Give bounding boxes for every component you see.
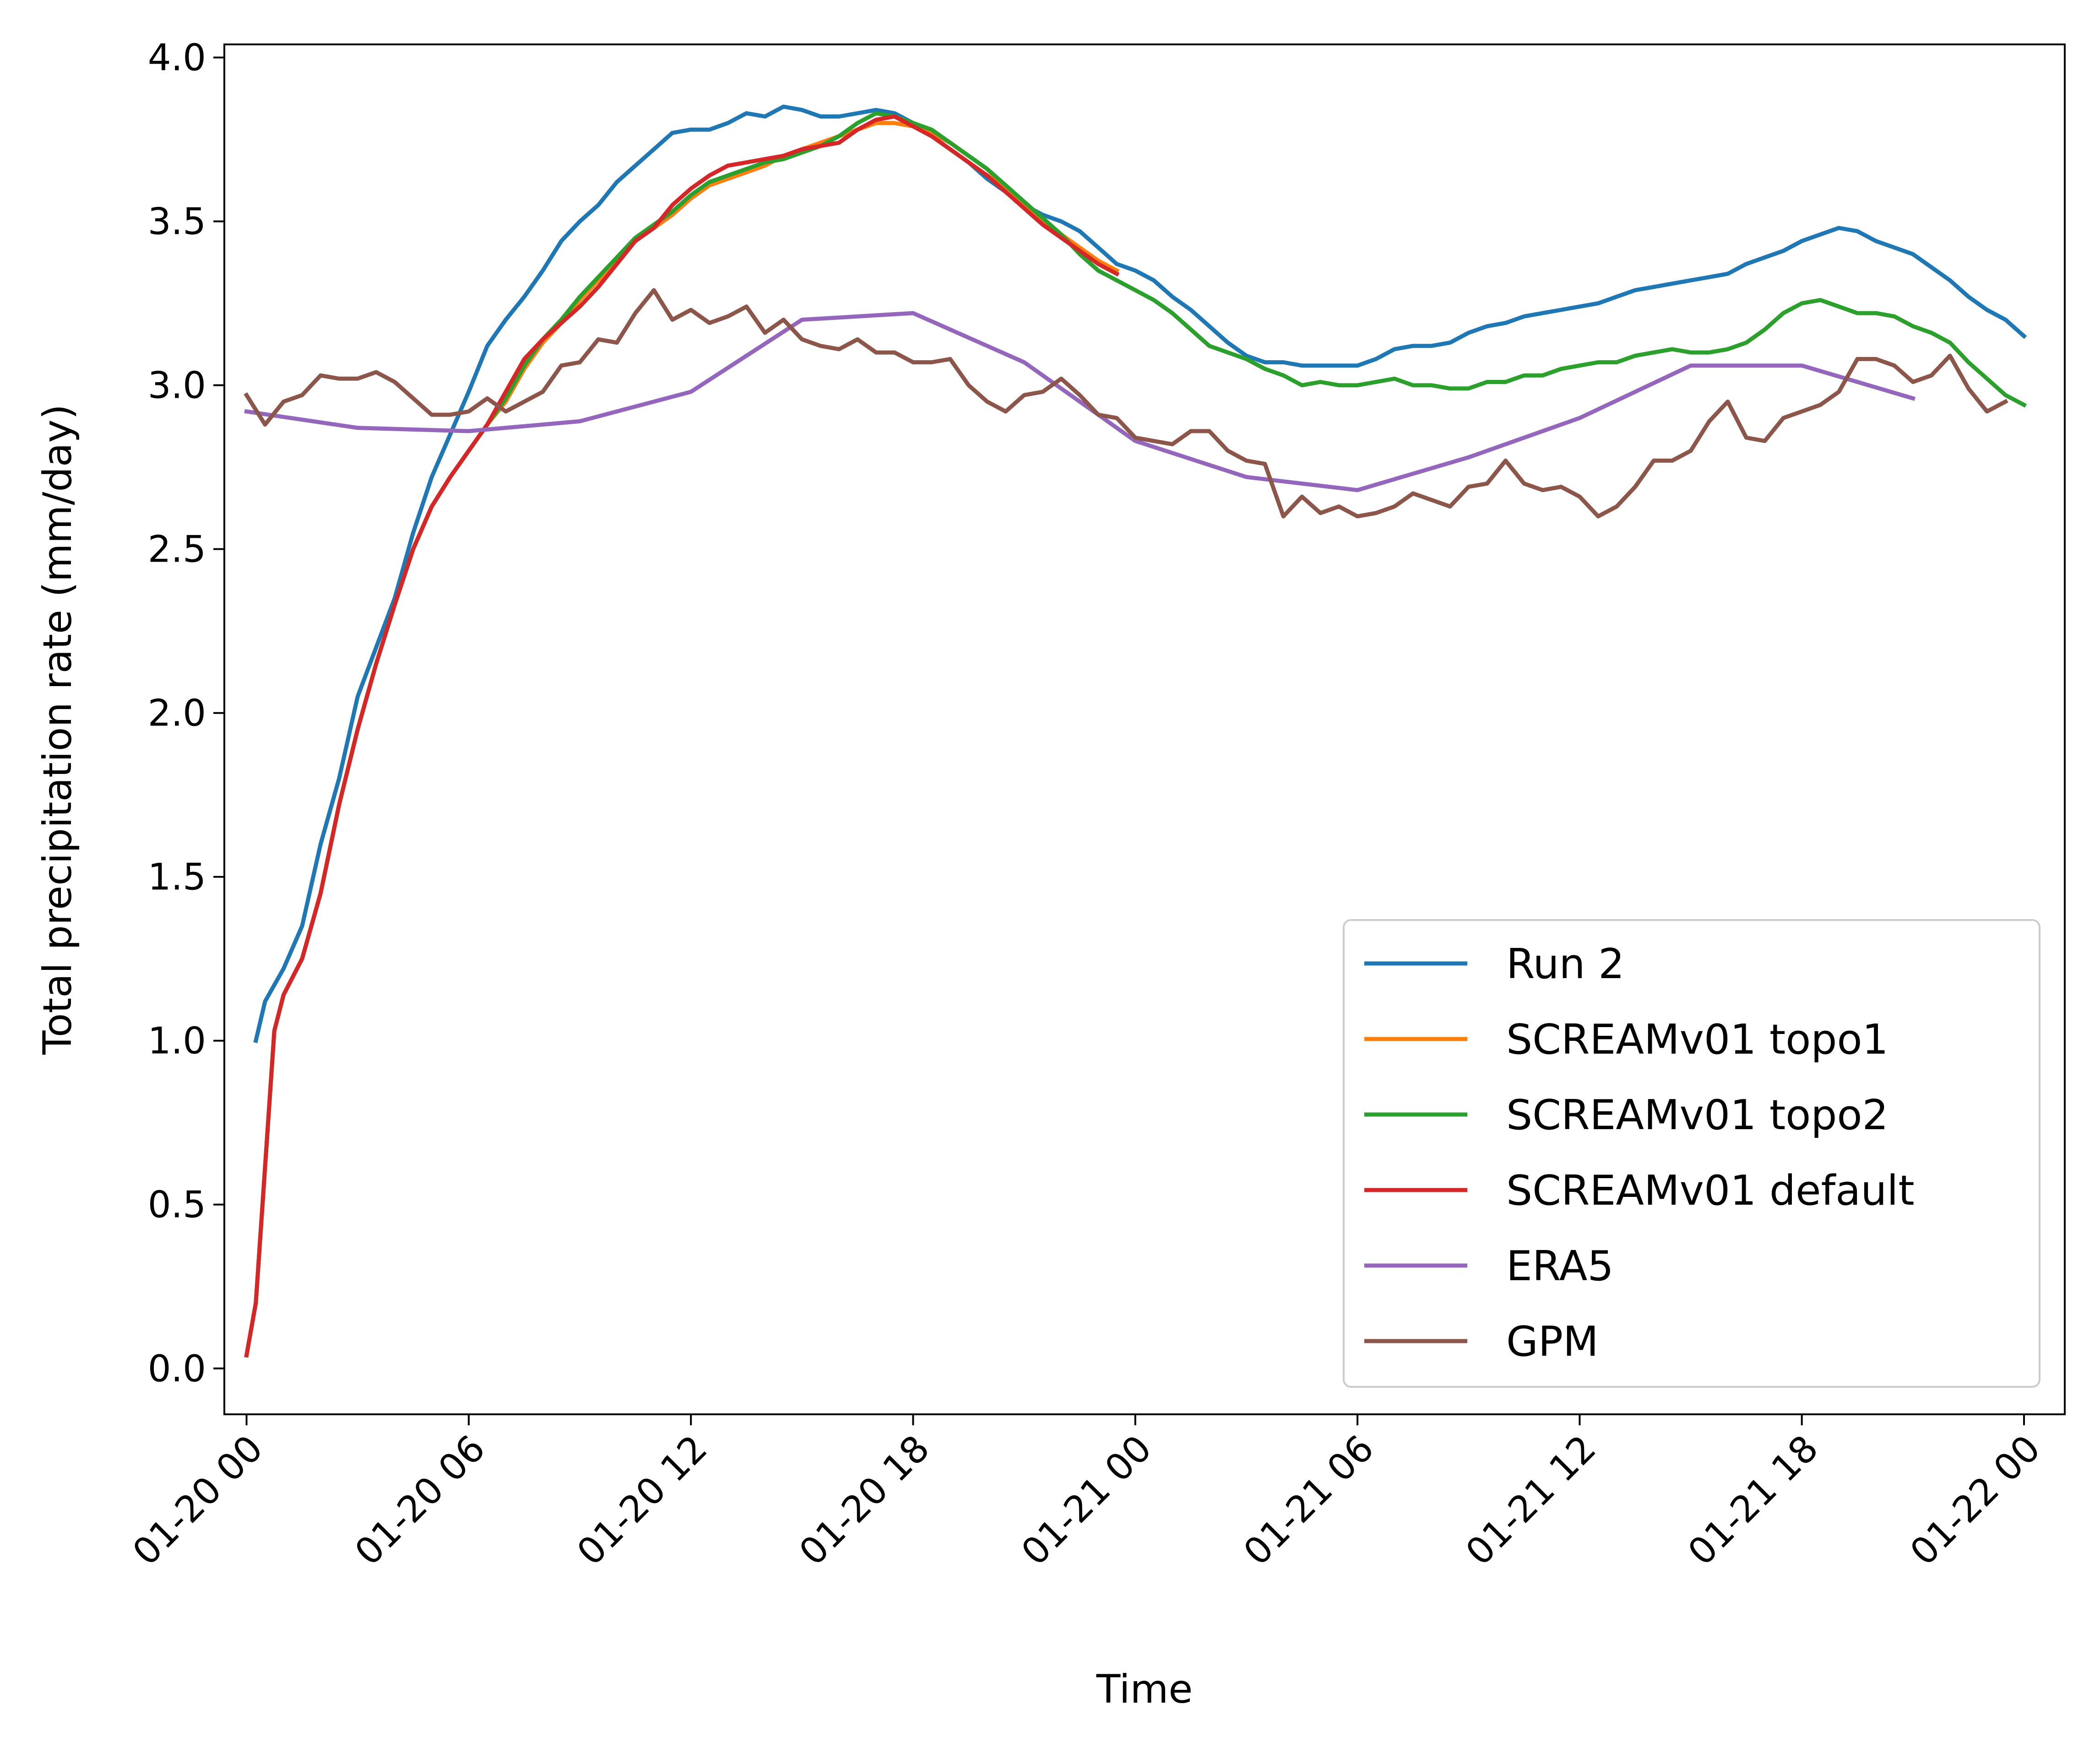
legend: Run 2 SCREAMv01 topo1 SCREAMv01 topo2 SCREA…: [1343, 919, 2040, 1388]
series-layer: [244, 104, 2027, 1358]
x-axis-label: Time: [1096, 1667, 1193, 1712]
legend-label: Run 2: [1506, 940, 1624, 988]
y-tick-label: 0.0: [148, 1347, 206, 1390]
y-axis: 0.0 0.5 1.0 1.5 2.0 2.5 3.0 3.5 4.0: [148, 37, 224, 1390]
series-line-6: [244, 288, 2008, 519]
legend-box: [1343, 919, 2040, 1388]
series-line-4: [244, 114, 1120, 1358]
series-line-3: [244, 111, 2027, 1358]
y-axis-label: Total precipitation rate (mm/day): [35, 404, 81, 1055]
legend-label: GPM: [1506, 1318, 1599, 1366]
legend-label: SCREAMv01 default: [1506, 1167, 1915, 1215]
y-tick-label: 2.0: [148, 692, 206, 735]
legend-label: ERA5: [1506, 1242, 1614, 1290]
y-tick-label: 3.0: [148, 364, 206, 407]
legend-label: SCREAMv01 topo2: [1506, 1091, 1888, 1139]
y-tick-label: 0.5: [148, 1184, 206, 1226]
y-tick-label: 1.0: [148, 1020, 206, 1062]
y-tick-label: 4.0: [148, 37, 206, 79]
series-line-1: [253, 104, 2027, 1044]
y-tick-label: 3.5: [148, 200, 206, 243]
series-line-5: [244, 311, 1916, 492]
plot-frame: [223, 43, 2066, 1415]
y-tick-label: 2.5: [148, 528, 206, 571]
y-tick-label: 1.5: [148, 856, 206, 898]
legend-label: SCREAMv01 topo1: [1506, 1016, 1888, 1064]
